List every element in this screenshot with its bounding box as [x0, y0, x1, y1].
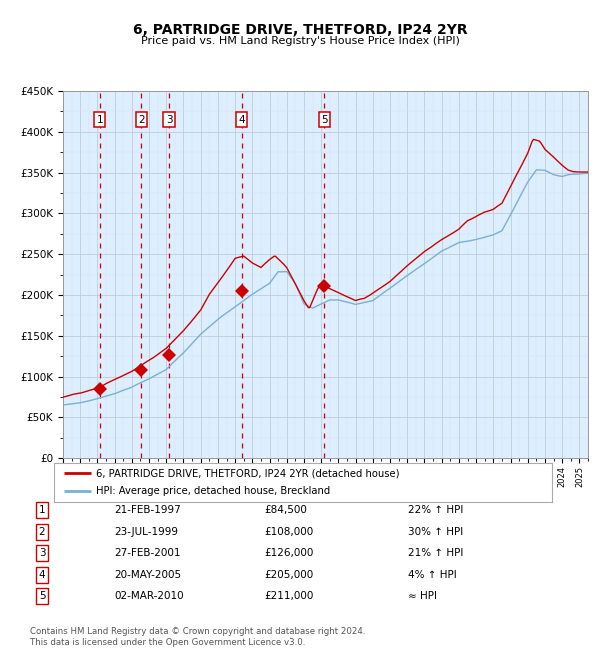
Text: 27-FEB-2001: 27-FEB-2001 — [114, 548, 181, 558]
Text: HPI: Average price, detached house, Breckland: HPI: Average price, detached house, Brec… — [97, 486, 331, 496]
Text: £126,000: £126,000 — [264, 548, 313, 558]
Text: 1: 1 — [38, 505, 46, 515]
Text: 20-MAY-2005: 20-MAY-2005 — [114, 569, 181, 580]
Text: £108,000: £108,000 — [264, 526, 313, 537]
Text: 4% ↑ HPI: 4% ↑ HPI — [408, 569, 457, 580]
Text: 21% ↑ HPI: 21% ↑ HPI — [408, 548, 463, 558]
Text: Contains HM Land Registry data © Crown copyright and database right 2024.
This d: Contains HM Land Registry data © Crown c… — [30, 627, 365, 647]
Text: Price paid vs. HM Land Registry's House Price Index (HPI): Price paid vs. HM Land Registry's House … — [140, 36, 460, 46]
Text: £211,000: £211,000 — [264, 591, 313, 601]
Text: 2: 2 — [138, 114, 145, 125]
Text: 6, PARTRIDGE DRIVE, THETFORD, IP24 2YR (detached house): 6, PARTRIDGE DRIVE, THETFORD, IP24 2YR (… — [97, 469, 400, 478]
Text: 5: 5 — [321, 114, 328, 125]
Text: 4: 4 — [238, 114, 245, 125]
Text: ≈ HPI: ≈ HPI — [408, 591, 437, 601]
Text: £205,000: £205,000 — [264, 569, 313, 580]
Text: 3: 3 — [166, 114, 172, 125]
Text: 3: 3 — [38, 548, 46, 558]
Text: 02-MAR-2010: 02-MAR-2010 — [114, 591, 184, 601]
Text: 22% ↑ HPI: 22% ↑ HPI — [408, 505, 463, 515]
Text: 1: 1 — [97, 114, 103, 125]
Text: 6, PARTRIDGE DRIVE, THETFORD, IP24 2YR: 6, PARTRIDGE DRIVE, THETFORD, IP24 2YR — [133, 23, 467, 37]
Text: 4: 4 — [38, 569, 46, 580]
Text: £84,500: £84,500 — [264, 505, 307, 515]
Text: 23-JUL-1999: 23-JUL-1999 — [114, 526, 178, 537]
Text: 5: 5 — [38, 591, 46, 601]
Text: 21-FEB-1997: 21-FEB-1997 — [114, 505, 181, 515]
Text: 30% ↑ HPI: 30% ↑ HPI — [408, 526, 463, 537]
Text: 2: 2 — [38, 526, 46, 537]
